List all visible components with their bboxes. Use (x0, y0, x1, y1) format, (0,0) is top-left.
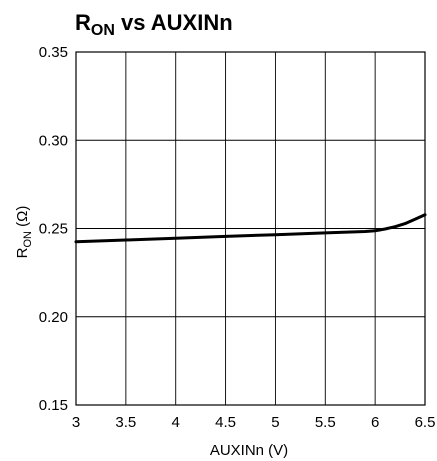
x-tick-label: 3 (72, 414, 80, 431)
plot-frame (75, 51, 426, 406)
x-tick-label: 3.5 (115, 414, 136, 431)
x-tick-label: 6.5 (415, 414, 436, 431)
y-tick-label: 0.15 (39, 397, 68, 414)
y-tick-label: 0.20 (39, 309, 68, 326)
x-tick-label: 6 (371, 414, 379, 431)
x-tick-label: 5.5 (315, 414, 336, 431)
grid-lines (75, 51, 426, 406)
x-tick-labels: 3 3.5 4 4.5 5 5.5 6 6.5 (72, 414, 436, 431)
x-tick-label: 4 (172, 414, 180, 431)
y-tick-label: 0.35 (39, 44, 68, 61)
y-tick-label: 0.25 (39, 221, 68, 238)
x-axis-label: AUXINn (V) (210, 442, 288, 459)
y-tick-labels: 0.15 0.20 0.25 0.30 0.35 (39, 44, 68, 414)
y-axis-label: RON (Ω) (14, 206, 34, 259)
y-tick-label: 0.30 (39, 132, 68, 149)
series-line (74, 213, 427, 244)
chart-title: RON vs AUXINn (75, 10, 233, 39)
x-tick-label: 4.5 (215, 414, 236, 431)
x-tick-label: 5 (271, 414, 279, 431)
